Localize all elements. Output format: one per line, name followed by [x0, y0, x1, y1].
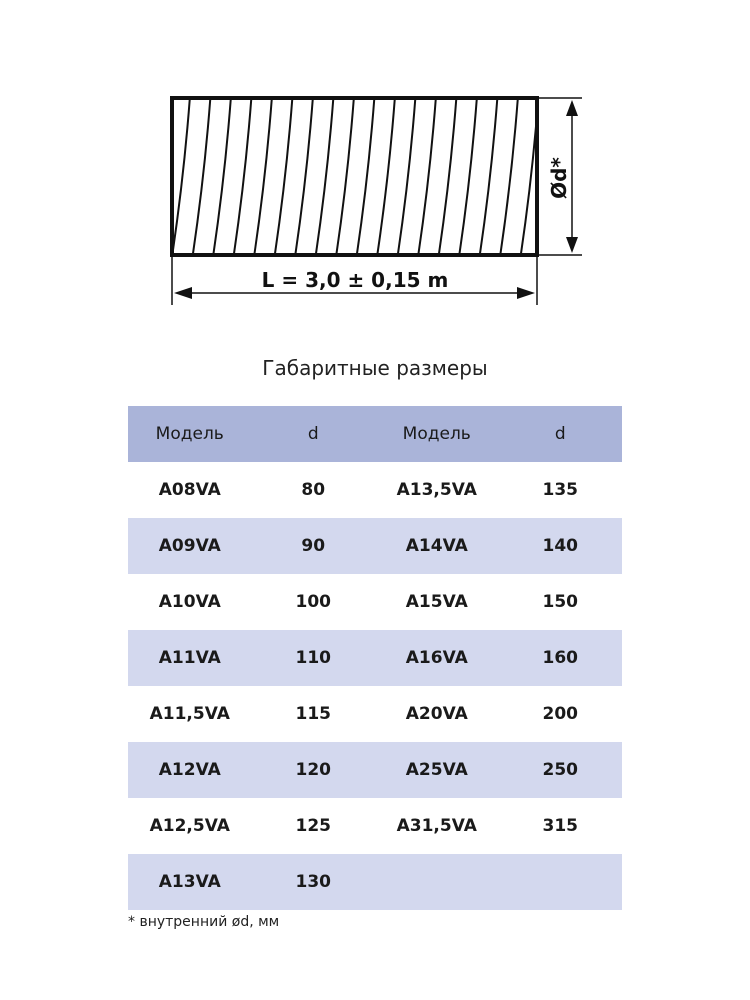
footnote: * внутренний ød, мм: [128, 914, 280, 930]
table-cell: 315: [542, 816, 579, 836]
stripe: [232, 98, 253, 255]
table-cell: A12,5VA: [149, 816, 230, 836]
table-cell: A13,5VA: [396, 480, 477, 500]
table-cell: 120: [251, 742, 375, 798]
stripe: [273, 98, 294, 255]
stripe: [355, 98, 376, 255]
table-row: A12VA 120 A25VA 250: [128, 742, 622, 798]
table-cell: 140: [498, 518, 622, 574]
table-cell: A25VA: [375, 742, 499, 798]
stripe: [335, 98, 355, 255]
table-cell: A11VA: [128, 630, 252, 686]
header-cell: d: [251, 406, 375, 462]
duct-stripes: [152, 96, 537, 257]
table-cell: A09VA: [128, 518, 252, 574]
table-title: Габаритные размеры: [262, 356, 488, 380]
stripe: [417, 98, 437, 255]
table-cell: 110: [251, 630, 375, 686]
table-cell: A16VA: [375, 630, 499, 686]
table-row: A13VA 130: [128, 854, 622, 910]
duct-outline: [170, 96, 539, 257]
table-cell: A31,5VA: [396, 816, 477, 836]
table-cell: 125: [295, 816, 332, 836]
table-row: A08VA 80 A13,5VA 135: [128, 462, 622, 518]
table-cell: 135: [542, 480, 579, 500]
stripe: [499, 98, 519, 255]
table-body: A08VA 80 A13,5VA 135 A09VA 90 A14VA 140 A10VA 100…: [128, 462, 622, 910]
table-cell: 90: [251, 518, 375, 574]
dimension-lines: [171, 97, 582, 305]
table-cell: 200: [542, 704, 579, 724]
table-cell: 130: [251, 854, 375, 910]
empty-cell: [498, 854, 622, 910]
stripe: [191, 98, 212, 255]
table-cell: A08VA: [158, 480, 221, 500]
empty-cell: [375, 854, 499, 910]
table-cell: A20VA: [405, 704, 468, 724]
table-cell: 80: [301, 480, 326, 500]
table-cell: A11,5VA: [149, 704, 230, 724]
stripe: [314, 98, 335, 255]
table-row: A10VA 100 A15VA 150: [128, 574, 622, 630]
diameter-label: Ød*: [547, 157, 571, 199]
table-row: A12,5VA 125 A31,5VA 315: [128, 798, 622, 854]
table-header: Модель d Модель d: [128, 406, 622, 462]
table-cell: 115: [295, 704, 332, 724]
table-cell: 100: [295, 592, 332, 612]
table-cell: 250: [498, 742, 622, 798]
stripe: [396, 98, 417, 255]
table-cell: A13VA: [128, 854, 252, 910]
stripe: [253, 98, 273, 255]
header-cell: Модель: [128, 406, 252, 462]
table-cell: 150: [542, 592, 579, 612]
arrow-heads: [174, 100, 578, 299]
table-cell: A12VA: [128, 742, 252, 798]
table-cell: A14VA: [375, 518, 499, 574]
stripe: [478, 98, 499, 255]
header-cell: d: [498, 406, 622, 462]
table-cell: A10VA: [158, 592, 221, 612]
stripe: [437, 98, 458, 255]
stripe: [519, 102, 537, 255]
length-label: L = 3,0 ± 0,15 m: [262, 268, 449, 292]
stripe: [376, 98, 396, 255]
stripe: [172, 98, 191, 255]
stripe: [458, 98, 478, 255]
header-cell: Модель: [375, 406, 499, 462]
dimensions-table: Модель d Модель d A08VA 80 A13,5VA 135 A09VA 90 A…: [128, 406, 622, 910]
table-row: A11,5VA 115 A20VA 200: [128, 686, 622, 742]
stripe: [152, 96, 170, 257]
table-row: A11VA 110 A16VA 160: [128, 630, 622, 686]
table-row: A09VA 90 A14VA 140: [128, 518, 622, 574]
stripe: [212, 98, 232, 255]
table-cell: A15VA: [405, 592, 468, 612]
duct-diagram: L = 3,0 ± 0,15 m Ød*: [152, 96, 582, 305]
table-cell: 160: [498, 630, 622, 686]
stripe: [294, 98, 314, 255]
